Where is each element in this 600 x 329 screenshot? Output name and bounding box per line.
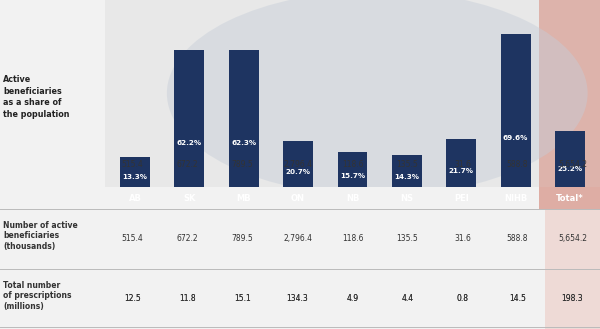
Text: 135.5: 135.5 — [397, 235, 418, 243]
Text: 198.3: 198.3 — [562, 294, 583, 303]
Text: SK: SK — [183, 194, 196, 203]
Text: NS: NS — [400, 194, 413, 203]
Text: MB: MB — [236, 194, 251, 203]
Text: Total*: Total* — [556, 194, 584, 203]
Bar — [539, 187, 600, 209]
Text: 11.8: 11.8 — [179, 294, 196, 303]
Text: 31.6: 31.6 — [454, 235, 471, 243]
Text: 0.8: 0.8 — [457, 294, 469, 303]
Bar — [555, 131, 585, 187]
Text: 135.5: 135.5 — [397, 160, 418, 169]
Ellipse shape — [167, 0, 587, 196]
Bar — [545, 209, 600, 269]
Text: 4.9: 4.9 — [346, 294, 359, 303]
Text: 672.2: 672.2 — [176, 160, 199, 169]
Text: Number of active
beneficiaries
(thousands): Number of active beneficiaries (thousand… — [3, 221, 78, 251]
Text: Active
beneficiaries
as a share of
the population: Active beneficiaries as a share of the p… — [3, 75, 70, 119]
Text: 134.3: 134.3 — [287, 294, 308, 303]
Text: 789.5: 789.5 — [232, 235, 253, 243]
Bar — [338, 152, 367, 187]
Text: NB: NB — [346, 194, 359, 203]
Text: 15.7%: 15.7% — [340, 172, 365, 179]
Text: 62.2%: 62.2% — [177, 140, 202, 146]
Text: AB: AB — [128, 194, 142, 203]
Text: 2,796.4: 2,796.4 — [283, 235, 312, 243]
Text: PEI: PEI — [454, 194, 469, 203]
Text: 588.8: 588.8 — [507, 235, 528, 243]
Bar — [539, 0, 600, 187]
Text: 672.2: 672.2 — [176, 235, 199, 243]
Bar — [501, 34, 530, 187]
Text: 15.1: 15.1 — [234, 294, 251, 303]
Text: 4.4: 4.4 — [401, 294, 413, 303]
Text: Total number
of prescriptions
(millions): Total number of prescriptions (millions) — [3, 281, 71, 311]
Text: 118.6: 118.6 — [342, 235, 363, 243]
Text: 4.9: 4.9 — [346, 294, 359, 303]
Text: 198.3: 198.3 — [562, 294, 583, 303]
Bar — [175, 50, 204, 187]
Bar — [229, 50, 259, 187]
Text: 588.8: 588.8 — [507, 160, 528, 169]
Text: 31.6: 31.6 — [454, 160, 471, 169]
Text: 12.5: 12.5 — [124, 294, 141, 303]
Bar — [283, 141, 313, 187]
Text: 14.3%: 14.3% — [394, 173, 419, 180]
Text: 2,796.4: 2,796.4 — [283, 160, 312, 169]
Text: 789.5: 789.5 — [232, 160, 253, 169]
Text: 15.1: 15.1 — [234, 294, 251, 303]
Text: 0.8: 0.8 — [457, 294, 469, 303]
Bar — [446, 139, 476, 187]
Text: ON: ON — [291, 194, 305, 203]
Text: 12.5: 12.5 — [124, 294, 141, 303]
Text: NIHB: NIHB — [504, 194, 527, 203]
Text: 21.7%: 21.7% — [449, 168, 474, 174]
Text: 515.4: 515.4 — [122, 160, 143, 169]
Text: 5,654.2: 5,654.2 — [558, 160, 587, 169]
Text: 14.5: 14.5 — [509, 294, 526, 303]
Text: 118.6: 118.6 — [342, 160, 363, 169]
Bar — [545, 269, 600, 329]
Bar — [120, 157, 150, 187]
Text: 134.3: 134.3 — [287, 294, 308, 303]
Bar — [392, 155, 422, 187]
Text: 515.4: 515.4 — [122, 235, 143, 243]
Text: 25.2%: 25.2% — [557, 166, 583, 172]
Text: 20.7%: 20.7% — [286, 169, 311, 175]
Text: 62.3%: 62.3% — [231, 140, 256, 146]
Text: 13.3%: 13.3% — [122, 174, 148, 180]
Text: 5,654.2: 5,654.2 — [558, 235, 587, 243]
Text: 4.4: 4.4 — [401, 294, 413, 303]
Text: 69.6%: 69.6% — [503, 135, 529, 141]
Text: 14.5: 14.5 — [509, 294, 526, 303]
Text: 11.8: 11.8 — [179, 294, 196, 303]
